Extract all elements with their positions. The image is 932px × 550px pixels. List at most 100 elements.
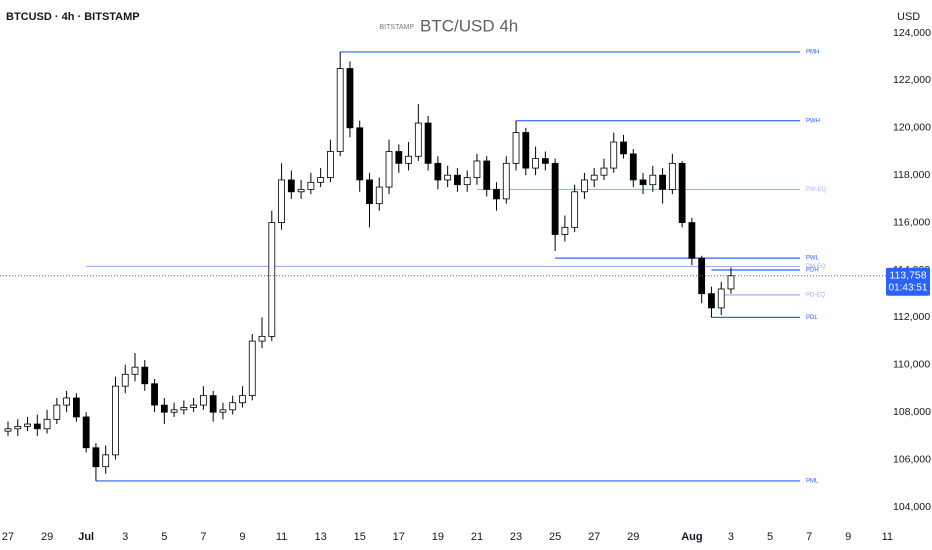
candle-body <box>102 454 110 468</box>
candle-body <box>287 179 295 193</box>
x-tick-label: 17 <box>393 531 405 543</box>
level-label: PDH <box>806 268 819 274</box>
candle-body <box>512 132 520 164</box>
candle-body <box>268 222 276 337</box>
candle-body <box>209 395 217 413</box>
candle-body <box>141 366 149 385</box>
candle-body <box>112 385 119 456</box>
candle-body <box>317 177 325 183</box>
candle-body <box>121 373 129 387</box>
candle-body <box>590 174 598 181</box>
candle-body <box>424 122 432 164</box>
candle-body <box>4 428 12 432</box>
x-tick-label: Aug <box>681 531 702 543</box>
level-label: PWL <box>806 256 820 262</box>
candle-body <box>199 395 207 406</box>
x-tick-label: 7 <box>200 531 206 543</box>
candle-body <box>493 189 500 200</box>
candle-body <box>405 155 412 164</box>
symbol-header: BTCUSD · 4h · BITSTAMP <box>6 11 140 23</box>
candle-body <box>278 179 285 224</box>
candle-body <box>551 162 559 235</box>
y-tick-label: 106,000 <box>893 453 931 465</box>
candle-body <box>502 162 510 200</box>
candle-body <box>659 174 666 190</box>
level-label: PW-EQ <box>806 187 827 193</box>
candle-body <box>63 397 71 406</box>
level-label: PWH <box>806 118 820 124</box>
candle-body <box>229 402 237 411</box>
x-tick-label: 5 <box>161 531 167 543</box>
candle-body <box>190 404 198 408</box>
level-label: PD-EQ <box>806 292 825 298</box>
candle-body <box>82 416 90 449</box>
candle-body <box>444 174 452 181</box>
candle-body <box>385 151 393 188</box>
level-label: PM-EQ <box>806 264 826 270</box>
y-tick-label: 104,000 <box>893 501 931 513</box>
x-tick-label: 21 <box>471 531 483 543</box>
candle-body <box>678 162 686 224</box>
candle-body <box>219 409 227 413</box>
candle-body <box>307 181 315 190</box>
candle-body <box>620 141 627 155</box>
candle-body <box>180 407 188 411</box>
candle-body <box>131 366 139 375</box>
candle-body <box>581 179 588 193</box>
candle-body <box>356 127 364 181</box>
candle-body <box>239 395 246 404</box>
currency: USD <box>897 11 920 23</box>
candle-body <box>434 162 442 181</box>
last-price-label: 113,758 <box>889 270 926 282</box>
level-label: PDL <box>806 315 818 321</box>
y-tick-label: 116,000 <box>893 216 930 228</box>
level-label: PML <box>806 479 819 485</box>
candle-body <box>43 418 51 430</box>
x-tick-label: 27 <box>588 531 600 543</box>
x-tick-label: 19 <box>432 531 444 543</box>
candle-body <box>395 151 403 164</box>
candle-body <box>639 179 647 186</box>
candle-body <box>717 288 725 309</box>
x-tick-label: 3 <box>728 531 734 543</box>
x-tick-label: 11 <box>276 531 287 543</box>
x-tick-label: 5 <box>767 531 773 543</box>
x-tick-label: 27 <box>2 531 14 543</box>
candle-body <box>375 186 383 205</box>
y-tick-label: 122,000 <box>893 74 931 86</box>
y-tick-label: 112,000 <box>893 311 930 323</box>
x-tick-label: Jul <box>78 531 94 543</box>
x-tick-label: 11 <box>882 531 893 543</box>
candle-body <box>24 423 31 427</box>
y-tick-label: 118,000 <box>893 169 930 181</box>
x-tick-label: 9 <box>239 531 245 543</box>
candle-body <box>708 293 715 309</box>
x-tick-label: 29 <box>41 531 53 543</box>
level-label: PMH <box>806 50 819 56</box>
x-tick-label: 13 <box>315 531 327 543</box>
x-tick-label: 9 <box>845 531 851 543</box>
candle-body <box>92 447 100 468</box>
x-tick-label: 15 <box>354 531 366 543</box>
y-tick-label: 110,000 <box>893 359 930 371</box>
y-tick-label: 124,000 <box>893 27 931 39</box>
y-tick-label: 108,000 <box>893 406 931 418</box>
candle-body <box>727 275 735 290</box>
candle-body <box>258 335 266 342</box>
candle-body <box>532 158 539 169</box>
candle-body <box>522 132 530 169</box>
x-tick-label: 3 <box>122 531 128 543</box>
x-tick-label: 25 <box>549 531 561 543</box>
x-tick-label: 23 <box>510 531 522 543</box>
candle-body <box>248 340 256 397</box>
candle-body <box>541 158 549 164</box>
candle-body <box>151 383 158 406</box>
candle-body <box>610 141 618 169</box>
candle-body <box>53 404 61 420</box>
candle-body <box>33 423 41 430</box>
exchange: BITSTAMP <box>380 24 415 31</box>
candle-body <box>688 222 696 259</box>
y-tick-label: 120,000 <box>893 122 931 134</box>
candle-body <box>72 397 80 418</box>
last-price-box <box>886 267 930 296</box>
